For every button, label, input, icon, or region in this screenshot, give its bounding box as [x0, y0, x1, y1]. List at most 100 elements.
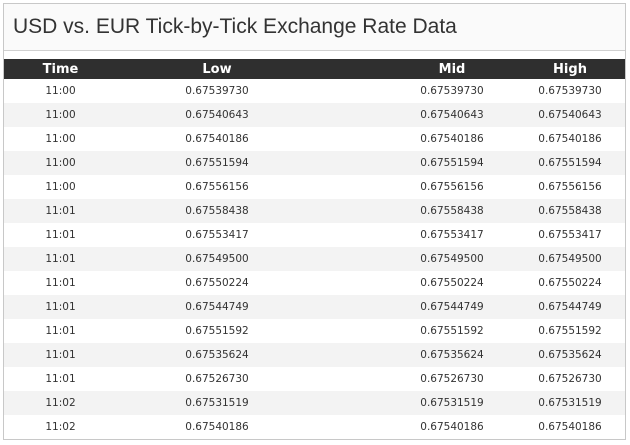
table-row[interactable]: 11:02 0.67540186 0.67540186 0.67540186: [4, 415, 625, 439]
cell-spacer: [317, 319, 389, 343]
cell-spacer: [317, 79, 389, 103]
column-header-low[interactable]: Low: [117, 59, 317, 79]
cell-spacer: [317, 199, 389, 223]
cell-time: 11:00: [4, 103, 117, 127]
column-header-high[interactable]: High: [515, 59, 625, 79]
cell-mid: 0.67544749: [389, 295, 515, 319]
cell-mid: 0.67540186: [389, 415, 515, 439]
cell-time: 11:02: [4, 415, 117, 439]
cell-high: 0.67558438: [515, 199, 625, 223]
table-row[interactable]: 11:00 0.67556156 0.67556156 0.67556156: [4, 175, 625, 199]
cell-low: 0.67553417: [117, 223, 317, 247]
cell-spacer: [317, 151, 389, 175]
table-row[interactable]: 11:00 0.67540643 0.67540643 0.67540643: [4, 103, 625, 127]
header-row: Time Low Mid High: [4, 59, 625, 79]
table-row[interactable]: 11:00 0.67551594 0.67551594 0.67551594: [4, 151, 625, 175]
cell-spacer: [317, 295, 389, 319]
cell-high: 0.67531519: [515, 391, 625, 415]
cell-time: 11:01: [4, 247, 117, 271]
cell-spacer: [317, 103, 389, 127]
cell-time: 11:00: [4, 79, 117, 103]
column-header-time[interactable]: Time: [4, 59, 117, 79]
cell-mid: 0.67535624: [389, 343, 515, 367]
cell-mid: 0.67556156: [389, 175, 515, 199]
cell-high: 0.67540186: [515, 415, 625, 439]
cell-high: 0.67540643: [515, 103, 625, 127]
cell-low: 0.67540186: [117, 415, 317, 439]
cell-high: 0.67553417: [515, 223, 625, 247]
cell-time: 11:01: [4, 319, 117, 343]
table-row[interactable]: 11:01 0.67544749 0.67544749 0.67544749: [4, 295, 625, 319]
table-row[interactable]: 11:02 0.67531519 0.67531519 0.67531519: [4, 391, 625, 415]
table-row[interactable]: 11:01 0.67558438 0.67558438 0.67558438: [4, 199, 625, 223]
cell-high: 0.67544749: [515, 295, 625, 319]
cell-spacer: [317, 175, 389, 199]
cell-low: 0.67551592: [117, 319, 317, 343]
grid-title: USD vs. EUR Tick-by-Tick Exchange Rate D…: [13, 15, 457, 38]
cell-high: 0.67551594: [515, 151, 625, 175]
cell-mid: 0.67526730: [389, 367, 515, 391]
cell-mid: 0.67539730: [389, 79, 515, 103]
title-bar: USD vs. EUR Tick-by-Tick Exchange Rate D…: [4, 4, 625, 51]
cell-low: 0.67549500: [117, 247, 317, 271]
cell-time: 11:02: [4, 391, 117, 415]
cell-low: 0.67535624: [117, 343, 317, 367]
cell-spacer: [317, 223, 389, 247]
table-row[interactable]: 11:01 0.67551592 0.67551592 0.67551592: [4, 319, 625, 343]
cell-spacer: [317, 367, 389, 391]
cell-high: 0.67556156: [515, 175, 625, 199]
cell-time: 11:01: [4, 343, 117, 367]
cell-mid: 0.67551594: [389, 151, 515, 175]
cell-mid: 0.67553417: [389, 223, 515, 247]
cell-time: 11:00: [4, 127, 117, 151]
cell-low: 0.67540643: [117, 103, 317, 127]
cell-high: 0.67549500: [515, 247, 625, 271]
cell-mid: 0.67540186: [389, 127, 515, 151]
cell-time: 11:01: [4, 271, 117, 295]
cell-low: 0.67544749: [117, 295, 317, 319]
table-row[interactable]: 11:01 0.67553417 0.67553417 0.67553417: [4, 223, 625, 247]
cell-low: 0.67539730: [117, 79, 317, 103]
grid-panel: USD vs. EUR Tick-by-Tick Exchange Rate D…: [3, 3, 626, 440]
cell-spacer: [317, 391, 389, 415]
cell-time: 11:01: [4, 367, 117, 391]
cell-spacer: [317, 415, 389, 439]
column-header-mid[interactable]: Mid: [389, 59, 515, 79]
cell-spacer: [317, 271, 389, 295]
cell-spacer: [317, 343, 389, 367]
table-row[interactable]: 11:01 0.67526730 0.67526730 0.67526730: [4, 367, 625, 391]
cell-mid: 0.67531519: [389, 391, 515, 415]
cell-high: 0.67551592: [515, 319, 625, 343]
cell-mid: 0.67549500: [389, 247, 515, 271]
cell-low: 0.67556156: [117, 175, 317, 199]
cell-mid: 0.67540643: [389, 103, 515, 127]
cell-spacer: [317, 247, 389, 271]
cell-high: 0.67526730: [515, 367, 625, 391]
cell-high: 0.67539730: [515, 79, 625, 103]
cell-time: 11:00: [4, 151, 117, 175]
table-row[interactable]: 11:00 0.67540186 0.67540186 0.67540186: [4, 127, 625, 151]
cell-mid: 0.67558438: [389, 199, 515, 223]
table-body: 11:00 0.67539730 0.67539730 0.67539730 11:00…: [4, 79, 625, 439]
table-row[interactable]: 11:00 0.67539730 0.67539730 0.67539730: [4, 79, 625, 103]
cell-high: 0.67540186: [515, 127, 625, 151]
cell-spacer: [317, 127, 389, 151]
cell-low: 0.67526730: [117, 367, 317, 391]
exchange-rate-table: Time Low Mid High 11:00 0.67539730 0.67539…: [4, 59, 625, 439]
table-row[interactable]: 11:01 0.67535624 0.67535624 0.67535624: [4, 343, 625, 367]
cell-low: 0.67551594: [117, 151, 317, 175]
cell-low: 0.67550224: [117, 271, 317, 295]
cell-high: 0.67550224: [515, 271, 625, 295]
cell-time: 11:01: [4, 295, 117, 319]
table-row[interactable]: 11:01 0.67549500 0.67549500 0.67549500: [4, 247, 625, 271]
cell-low: 0.67531519: [117, 391, 317, 415]
table-row[interactable]: 11:01 0.67550224 0.67550224 0.67550224: [4, 271, 625, 295]
cell-time: 11:01: [4, 223, 117, 247]
cell-low: 0.67558438: [117, 199, 317, 223]
cell-high: 0.67535624: [515, 343, 625, 367]
cell-mid: 0.67550224: [389, 271, 515, 295]
column-header-spacer: [317, 59, 389, 79]
cell-time: 11:00: [4, 175, 117, 199]
cell-time: 11:01: [4, 199, 117, 223]
cell-low: 0.67540186: [117, 127, 317, 151]
